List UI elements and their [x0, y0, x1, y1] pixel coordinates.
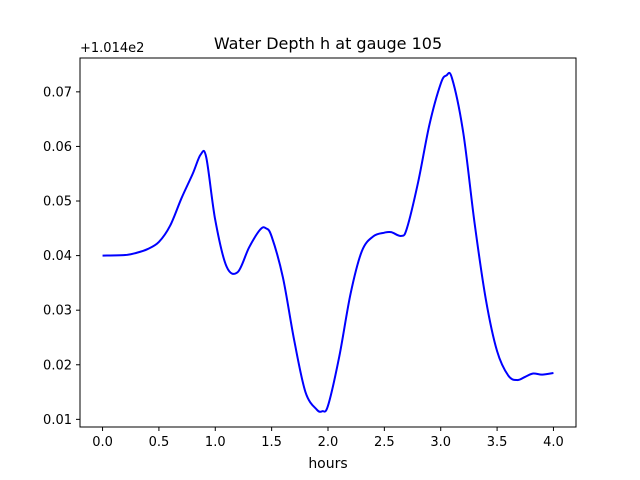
y-offset-label: +1.014e2	[80, 41, 144, 56]
x-tick-label: 4.0	[543, 435, 564, 450]
x-tick-label: 0.0	[92, 435, 113, 450]
y-tick-label: 0.07	[43, 85, 72, 100]
chart-title: Water Depth h at gauge 105	[214, 34, 442, 53]
x-axis-label: hours	[308, 456, 347, 472]
plot-area	[80, 58, 576, 427]
x-tick-label: 2.5	[374, 435, 395, 450]
y-tick-label: 0.01	[43, 413, 72, 428]
y-axis: 0.01 0.02 0.03 0.04 0.05 0.06 0.07	[43, 85, 80, 428]
series-layer	[102, 71, 554, 413]
x-tick-label: 3.5	[487, 435, 508, 450]
x-tick-label: 0.5	[149, 435, 170, 450]
x-axis: 0.0 0.5 1.0 1.5 2.0 2.5 3.0 3.5 4.0	[92, 427, 564, 450]
y-tick-label: 0.06	[43, 140, 72, 155]
y-tick-label: 0.02	[43, 358, 72, 373]
y-tick-label: 0.05	[43, 195, 72, 210]
x-tick-label: 1.0	[205, 435, 226, 450]
x-tick-label: 3.0	[430, 435, 451, 450]
y-tick-label: 0.04	[43, 249, 72, 264]
y-tick-label: 0.03	[43, 304, 72, 319]
x-tick-label: 2.0	[318, 435, 339, 450]
series-line	[102, 71, 554, 413]
x-tick-label: 1.5	[261, 435, 282, 450]
